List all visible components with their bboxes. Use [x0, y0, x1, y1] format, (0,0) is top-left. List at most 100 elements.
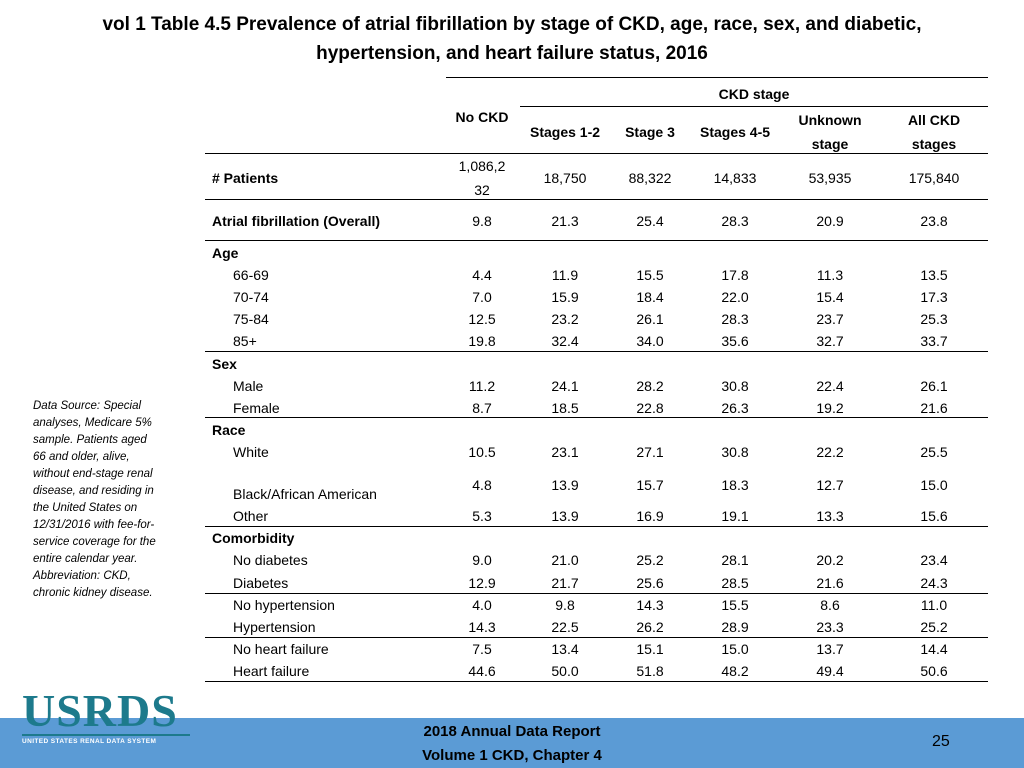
- row-label: 70-74: [233, 289, 269, 305]
- usrds-logo: USRDS UNITED STATES RENAL DATA SYSTEM: [22, 685, 190, 748]
- rule-table-bottom: [205, 681, 988, 682]
- table-cell: 15.0: [920, 477, 948, 493]
- table-cell: 13.3: [816, 508, 844, 524]
- header-stage-3: Stage 3: [625, 124, 675, 140]
- table-cell: 20.2: [816, 552, 844, 568]
- table-cell: 25.2: [636, 552, 664, 568]
- overall-stage-3: 25.4: [636, 213, 664, 229]
- section-age: Age: [212, 245, 239, 261]
- table-cell: 28.2: [636, 378, 664, 394]
- table-cell: 4.0: [472, 597, 492, 613]
- report-line-1: 2018 Annual Data Report: [423, 723, 601, 740]
- table-cell: 21.6: [920, 400, 948, 416]
- table-cell: 22.4: [816, 378, 844, 394]
- table-cell: 17.3: [920, 289, 948, 305]
- table-cell: 48.2: [721, 663, 749, 679]
- section-comorbidity: Comorbidity: [212, 530, 295, 546]
- table-cell: 7.0: [472, 289, 492, 305]
- table-cell: 30.8: [721, 444, 749, 460]
- table-cell: 8.6: [820, 597, 840, 613]
- table-cell: 18.5: [551, 400, 579, 416]
- table-cell: 12.5: [468, 311, 496, 327]
- table-cell: 28.5: [721, 575, 749, 591]
- table-cell: 8.7: [472, 400, 492, 416]
- table-cell: 26.3: [721, 400, 749, 416]
- table-cell: 32.4: [551, 333, 579, 349]
- row-label: Diabetes: [233, 575, 289, 591]
- table-cell: 15.5: [636, 267, 664, 283]
- overall-row-label: Atrial fibrillation (Overall): [212, 213, 381, 229]
- table-cell: 25.3: [920, 311, 948, 327]
- rule-age-bottom: [205, 351, 988, 352]
- table-cell: 11.9: [551, 267, 579, 283]
- row-label: No hypertension: [233, 597, 335, 613]
- table-cell: 23.1: [551, 444, 579, 460]
- table-cell: 21.6: [816, 575, 844, 591]
- overall-stages-4-5: 28.3: [721, 213, 749, 229]
- table-cell: 22.0: [721, 289, 749, 305]
- table-cell: 50.0: [551, 663, 579, 679]
- row-label: Black/African American: [233, 486, 377, 502]
- logo-rule: [22, 734, 190, 736]
- rule-top: [446, 77, 988, 78]
- af-prevalence-table: CKD stage No CKD Stages 1-2 Stage 3 Stag…: [205, 77, 988, 682]
- table-cell: 15.4: [816, 289, 844, 305]
- table-cell: 15.6: [920, 508, 948, 524]
- table-cell: 19.1: [721, 508, 749, 524]
- title-line-1: vol 1 Table 4.5 Prevalence of atrial fib…: [102, 14, 922, 35]
- table-cell: 5.3: [472, 508, 492, 524]
- data-source-note: Data Source: Special analyses, Medicare …: [33, 400, 156, 599]
- table-cell: 13.4: [551, 641, 579, 657]
- logo-wordmark: USRDS: [22, 685, 178, 736]
- table-cell: 23.7: [816, 311, 844, 327]
- rule-race-bottom: [205, 526, 988, 527]
- header-all-ckd-line1: All CKD: [907, 112, 961, 128]
- table-cell: 26.1: [636, 311, 664, 327]
- row-label: Other: [233, 508, 269, 524]
- row-label: 85+: [233, 333, 257, 349]
- rule-diabetes-bottom: [205, 593, 988, 594]
- rule-group: [520, 106, 988, 107]
- table-cell: 15.7: [636, 477, 664, 493]
- table-cell: 22.5: [551, 619, 579, 635]
- rule-patients-bottom: [205, 199, 988, 200]
- patients-all-ckd: 175,840: [908, 170, 960, 186]
- table-cell: 21.0: [551, 552, 579, 568]
- table-cell: 12.9: [468, 575, 496, 591]
- table-cell: 7.5: [472, 641, 492, 657]
- page-number: 25: [932, 733, 950, 750]
- table-cell: 21.7: [551, 575, 579, 591]
- row-label: Male: [233, 378, 264, 394]
- row-label: 66-69: [233, 267, 269, 283]
- rule-header-bottom: [205, 153, 988, 154]
- table-cell: 14.3: [468, 619, 496, 635]
- table-cell: 4.4: [472, 267, 492, 283]
- table-cell: 28.3: [721, 311, 749, 327]
- row-label: Hypertension: [233, 619, 316, 635]
- table-cell: 18.4: [636, 289, 664, 305]
- section-race: Race: [212, 422, 246, 438]
- table-cell: 23.2: [551, 311, 579, 327]
- table-cell: 27.1: [636, 444, 664, 460]
- table-cell: 35.6: [721, 333, 749, 349]
- table-cell: 22.8: [636, 400, 664, 416]
- header-all-ckd-line2: stages: [911, 136, 957, 152]
- overall-unknown-stage: 20.9: [816, 213, 844, 229]
- header-stages-4-5: Stages 4-5: [699, 124, 771, 140]
- table-cell: 14.4: [920, 641, 948, 657]
- row-label: Female: [233, 400, 280, 416]
- patients-unknown-stage: 53,935: [808, 170, 852, 186]
- table-cell: 13.9: [551, 508, 579, 524]
- report-citation: 2018 Annual Data Report Volume 1 CKD, Ch…: [362, 720, 662, 768]
- title-line-2: hypertension, and heart failure status, …: [316, 43, 708, 64]
- table-cell: 15.1: [636, 641, 664, 657]
- table-cell: 28.9: [721, 619, 749, 635]
- table-cell: 9.0: [472, 552, 492, 568]
- row-label: No diabetes: [233, 552, 308, 568]
- header-unknown-stage-line1: Unknown: [798, 112, 862, 128]
- table-cell: 12.7: [816, 477, 844, 493]
- table-cell: 24.1: [551, 378, 579, 394]
- rule-sex-bottom: [205, 417, 988, 418]
- table-cell: 23.4: [920, 552, 948, 568]
- row-label: 75-84: [233, 311, 269, 327]
